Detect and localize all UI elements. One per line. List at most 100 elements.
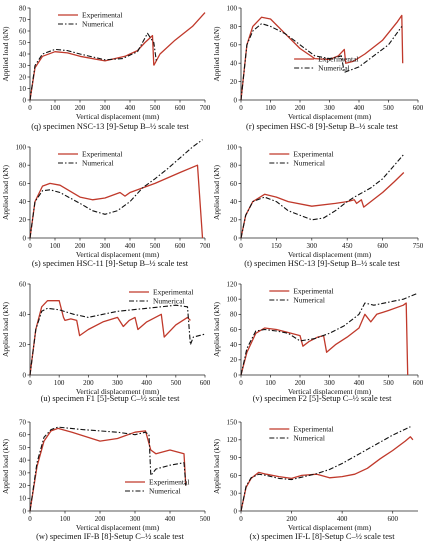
y-axis-title: Applied load (kN) — [212, 165, 221, 220]
x-tick-label: 400 — [354, 104, 365, 112]
legend-numerical-label: Numerical — [293, 296, 325, 305]
legend-numerical-label: Numerical — [293, 434, 325, 443]
x-axis-title: Vertical displacement (mm) — [288, 387, 372, 396]
y-tick-label: 0 — [23, 96, 27, 104]
x-tick-label: 600 — [387, 515, 398, 523]
y-tick-label: 30 — [19, 62, 27, 70]
y-tick-label: 20 — [19, 482, 27, 490]
x-tick-label: 100 — [50, 242, 61, 250]
x-tick-label: 150 — [271, 242, 282, 250]
y-tick-label: 70 — [19, 418, 27, 426]
y-tick-label: 100 — [227, 4, 238, 12]
y-tick-label: 40 — [230, 341, 238, 349]
legend-numerical-label: Numerical — [82, 20, 114, 29]
y-tick-label: 20 — [230, 78, 238, 86]
chart-caption: (u) specimen F1 [5]-Setup C–½ scale test — [41, 394, 181, 403]
numerical-line — [240, 426, 411, 512]
experimental-line — [29, 300, 191, 376]
x-axis-title: Vertical displacement (mm) — [288, 523, 372, 532]
x-tick-label: 100 — [265, 379, 276, 387]
y-tick-label: 0 — [234, 234, 238, 242]
y-tick-label: 80 — [230, 311, 238, 319]
chart-caption: (x) specimen IF-L [8]-Setup C–½ scale te… — [249, 532, 395, 541]
x-axis-title: Vertical displacement (mm) — [76, 250, 160, 259]
y-tick-label: 70 — [19, 16, 27, 24]
y-axis-title: Applied load (kN) — [212, 26, 221, 81]
x-tick-label: 0 — [239, 104, 243, 112]
x-tick-label: 300 — [130, 515, 141, 523]
x-tick-label: 300 — [100, 104, 111, 112]
x-tick-label: 300 — [112, 379, 123, 387]
x-tick-label: 0 — [239, 242, 243, 250]
experimental-line — [29, 34, 155, 101]
y-tick-label: 40 — [230, 60, 238, 68]
x-tick-label: 200 — [83, 379, 94, 387]
y-tick-label: 60 — [230, 472, 238, 480]
y-tick-label: 100 — [16, 143, 27, 151]
x-tick-label: 200 — [295, 379, 306, 387]
x-tick-label: 0 — [239, 515, 243, 523]
x-tick-label: 450 — [342, 242, 353, 250]
chart-panel: 0 100 200 300 400 500 600 700 0 20 40 60 80 100 Vertic… — [1, 139, 211, 268]
y-tick-label: 60 — [230, 180, 238, 188]
y-tick-label: 30 — [19, 469, 27, 477]
chart-panel: 0 100 200 300 400 500 600 0 20 40 60 80 100 120 Vertic… — [212, 280, 424, 403]
legend-numerical-label: Numerical — [293, 159, 325, 168]
y-tick-label: 50 — [19, 444, 27, 452]
x-tick-label: 0 — [28, 104, 32, 112]
y-tick-label: 40 — [19, 457, 27, 465]
x-tick-label: 200 — [75, 242, 86, 250]
chart-panel: 0 100 200 300 400 500 600 0 20 40 60 Vertical displ… — [1, 280, 211, 403]
chart-panel: 0 150 300 450 600 750 0 20 40 60 80 100 Vertical dis… — [212, 143, 424, 268]
numerical-line — [29, 139, 203, 239]
y-axis-title: Applied load (kN) — [1, 302, 10, 357]
y-axis-title: Applied load (kN) — [1, 439, 10, 494]
y-tick-label: 0 — [23, 507, 27, 515]
x-tick-label: 600 — [175, 242, 186, 250]
legend-experimental-label: Experimental — [82, 150, 122, 159]
x-tick-label: 400 — [165, 515, 176, 523]
x-axis-title: Vertical displacement (mm) — [288, 112, 372, 121]
x-tick-label: 600 — [200, 379, 211, 387]
x-tick-label: 500 — [383, 379, 394, 387]
x-tick-label: 200 — [75, 104, 86, 112]
x-tick-label: 0 — [28, 242, 32, 250]
experimental-line — [240, 302, 409, 376]
x-tick-label: 100 — [50, 104, 61, 112]
chart-caption: (s) specimen HSC-11 [9]-Setup B–½ scale … — [32, 259, 189, 268]
x-tick-label: 500 — [200, 515, 211, 523]
x-tick-label: 400 — [141, 379, 152, 387]
x-axis-title: Vertical displacement (mm) — [76, 523, 160, 532]
x-tick-label: 600 — [413, 104, 424, 112]
x-tick-label: 600 — [175, 104, 186, 112]
legend-experimental-label: Experimental — [82, 11, 122, 20]
x-axis-title: Vertical displacement (mm) — [76, 387, 160, 396]
legend-numerical-label: Numerical — [149, 487, 181, 496]
x-tick-label: 400 — [125, 242, 136, 250]
x-tick-label: 500 — [150, 104, 161, 112]
y-tick-label: 80 — [230, 162, 238, 170]
x-tick-label: 500 — [171, 379, 182, 387]
y-tick-label: 150 — [227, 418, 238, 426]
x-tick-label: 200 — [95, 515, 106, 523]
y-tick-label: 90 — [230, 454, 238, 462]
numerical-line — [29, 426, 187, 512]
y-tick-label: 80 — [19, 162, 27, 170]
y-tick-label: 100 — [227, 296, 238, 304]
y-tick-label: 60 — [230, 326, 238, 334]
chart-panel: 0 100 200 300 400 500 0 10 20 30 40 50 60 70 Vertical … — [1, 418, 211, 541]
legend-numerical-label: Numerical — [153, 297, 185, 306]
legend-experimental-label: Experimental — [293, 287, 333, 296]
x-tick-label: 100 — [60, 515, 71, 523]
x-tick-label: 300 — [307, 242, 318, 250]
chart-panel: 0 100 200 300 400 500 600 700 0 10 20 30 40 50 60 70 80 V… — [1, 4, 211, 131]
y-tick-label: 10 — [19, 85, 27, 93]
x-tick-label: 100 — [265, 104, 276, 112]
y-tick-label: 40 — [19, 198, 27, 206]
y-tick-label: 0 — [234, 96, 238, 104]
y-tick-label: 60 — [230, 41, 238, 49]
